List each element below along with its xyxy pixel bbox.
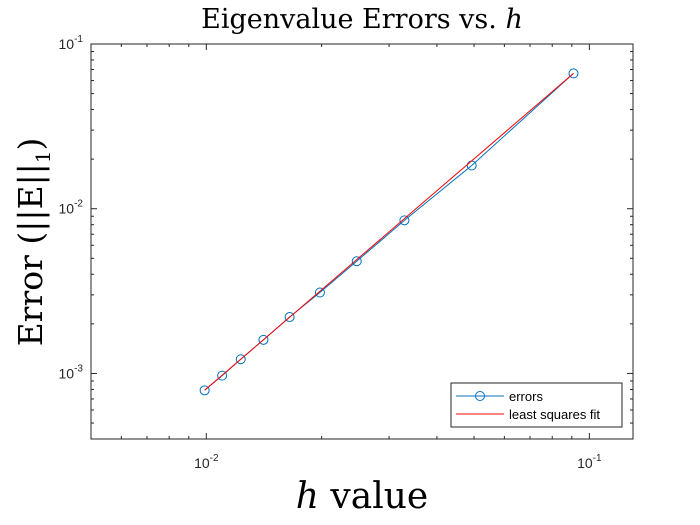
legend-box (450, 382, 623, 428)
data-point (217, 370, 228, 381)
legend-errors-label: errors (509, 389, 543, 404)
data-point (399, 215, 410, 226)
data-point (568, 68, 579, 79)
data-point (199, 385, 210, 396)
data-point (314, 287, 325, 298)
series-line-1 (204, 73, 574, 391)
legend-errors-marker (475, 391, 485, 401)
y-tick-label: 10-3 (59, 363, 84, 381)
plot-area (90, 43, 634, 440)
axis-tick-labels: 10-2 10-1 10-3 10-2 10-1 (59, 34, 603, 471)
axis-ticks (90, 43, 633, 440)
legend-fit-label: least squares fit (509, 407, 600, 422)
y-axis-label: Error (||E||1) (11, 138, 55, 347)
series-layer (199, 68, 579, 396)
legend: errors least squares fit (450, 382, 623, 428)
chart-title: Eigenvalue Errors vs. h (201, 4, 523, 35)
x-tick-label: 10-1 (577, 453, 602, 471)
data-point (351, 256, 362, 267)
data-point (235, 354, 246, 365)
y-tick-label: 10-2 (59, 199, 84, 217)
x-axis-label: h value (296, 476, 428, 517)
data-point (258, 334, 269, 345)
x-tick-label: 10-2 (194, 453, 219, 471)
y-tick-label: 10-1 (59, 34, 84, 52)
data-point (284, 312, 295, 323)
